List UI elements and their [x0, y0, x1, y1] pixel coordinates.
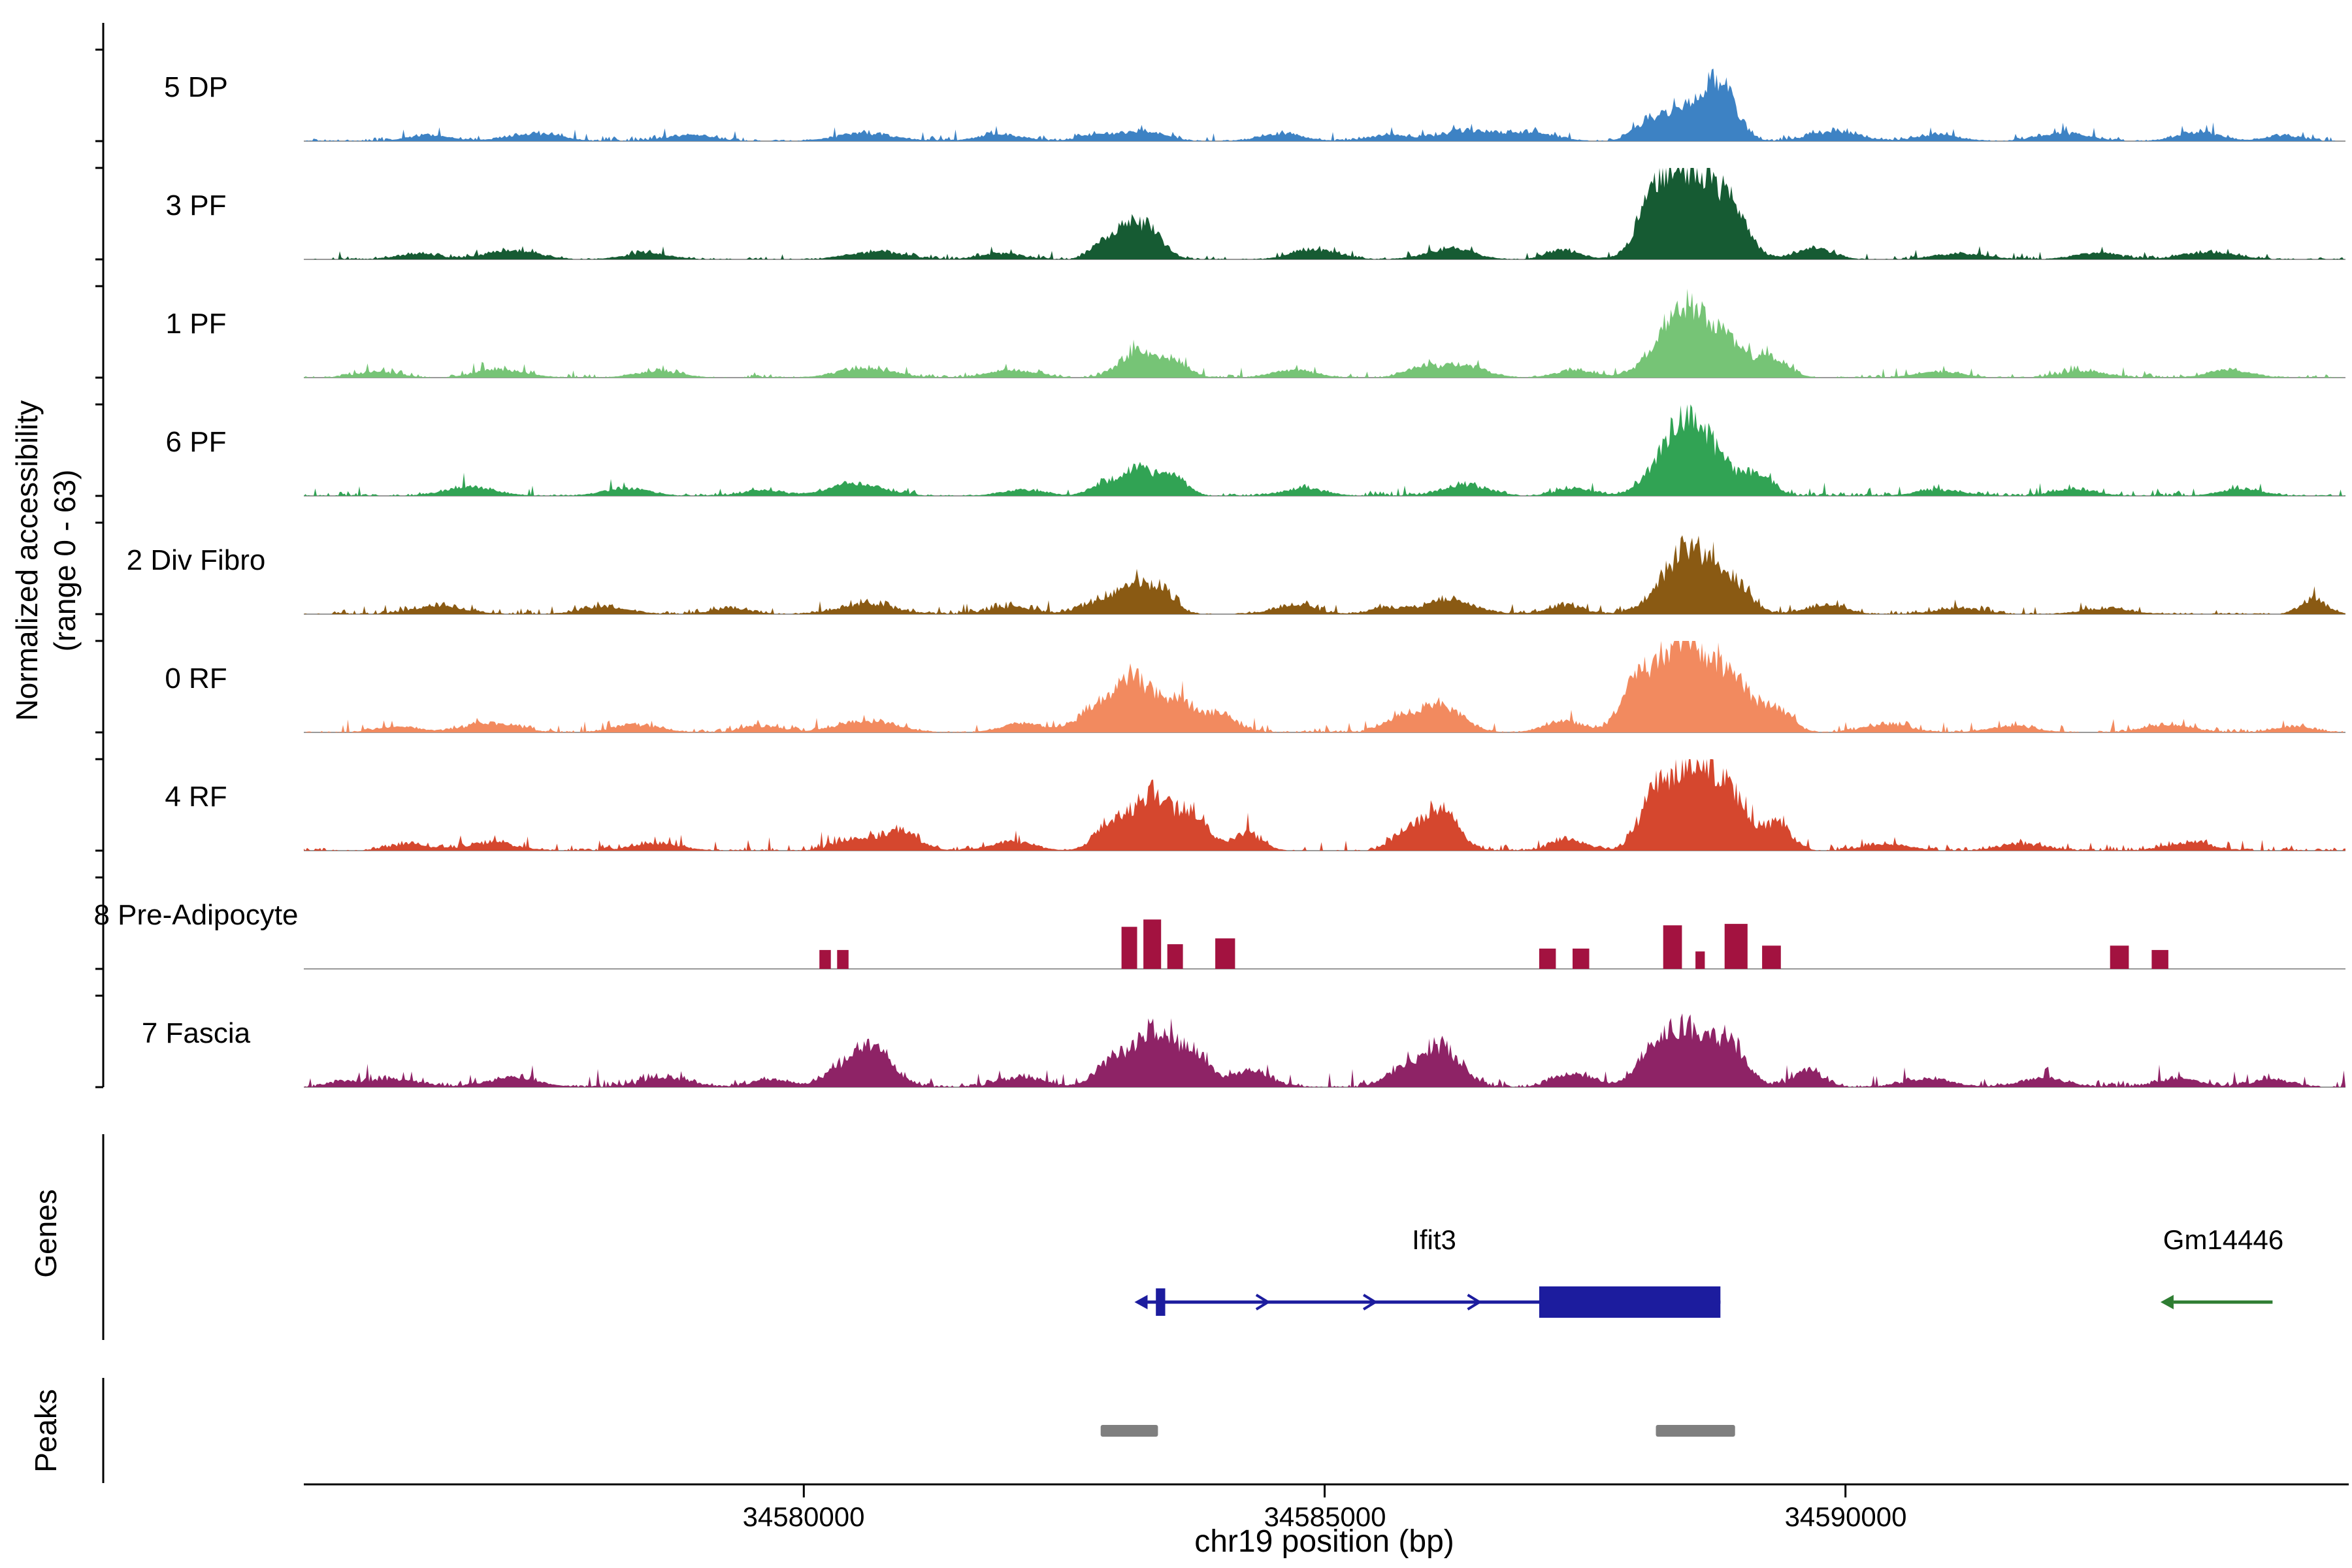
track-area-8-pre-adipocyte-block [2110, 945, 2129, 969]
track-label-4-rf: 4 RF [165, 781, 227, 813]
track-area-8-pre-adipocyte-block [1215, 938, 1235, 969]
gene-strand-chevron-icon [1467, 1294, 1482, 1311]
track-area-8-pre-adipocyte-block [1762, 945, 1781, 969]
genes-section-label: Genes [29, 1189, 63, 1278]
track-area-4-rf [304, 759, 2345, 851]
gene-strand-chevron-icon [1255, 1294, 1271, 1311]
track-area-2-div-fibro [304, 535, 2345, 614]
x-axis-title: chr19 position (bp) [1194, 1524, 1454, 1559]
gene-strand-chevron-icon [1363, 1294, 1378, 1311]
peak-bar [1100, 1425, 1158, 1437]
track-area-8-pre-adipocyte-block [2151, 950, 2168, 969]
track-label-1-pf: 1 PF [165, 308, 227, 340]
track-area-0-rf [304, 641, 2345, 732]
track-area-8-pre-adipocyte-block [1539, 948, 1556, 969]
track-label-6-pf: 6 PF [165, 426, 227, 458]
track-area-7-fascia [304, 1013, 2345, 1087]
track-area-1-pf [304, 288, 2345, 378]
y-axis-title-line1: Normalized accessibility [10, 400, 44, 721]
gene-arrow-icon [1134, 1295, 1148, 1309]
track-area-8-pre-adipocyte-block [1121, 926, 1137, 969]
gene-exon-ifit3 [1156, 1288, 1166, 1316]
track-area-8-pre-adipocyte-block [1695, 951, 1705, 969]
track-area-8-pre-adipocyte-block [1663, 925, 1682, 969]
peaks-section-label: Peaks [29, 1389, 63, 1473]
track-area-8-pre-adipocyte-block [1143, 919, 1162, 969]
track-label-2-div-fibro: 2 Div Fibro [126, 544, 266, 576]
track-area-8-pre-adipocyte-block [1724, 924, 1748, 969]
track-label-0-rf: 0 RF [165, 662, 227, 694]
track-area-8-pre-adipocyte-block [1167, 944, 1183, 969]
peak-bar [1656, 1425, 1735, 1437]
track-area-3-pf [304, 168, 2345, 259]
track-area-8-pre-adipocyte-block [1573, 948, 1590, 969]
track-label-8-pre-adipocyte: 8 Pre-Adipocyte [93, 899, 299, 931]
track-area-8-pre-adipocyte-block [819, 950, 831, 969]
gene-arrow-icon [2160, 1295, 2174, 1309]
track-label-5-dp: 5 DP [164, 71, 228, 103]
gene-exon-ifit3 [1539, 1286, 1721, 1318]
track-label-7-fascia: 7 Fascia [141, 1017, 251, 1049]
gene-label-gm14446: Gm14446 [2163, 1224, 2284, 1255]
x-tick-label-34580000: 34580000 [742, 1501, 865, 1532]
track-label-3-pf: 3 PF [165, 189, 227, 221]
track-area-5-dp [304, 69, 2345, 141]
x-tick-label-34585000: 34585000 [1264, 1501, 1386, 1532]
x-tick-label-34590000: 34590000 [1784, 1501, 1907, 1532]
track-area-8-pre-adipocyte-block [837, 950, 849, 969]
track-area-6-pf [304, 404, 2345, 496]
gene-label-ifit3: Ifit3 [1412, 1224, 1456, 1255]
